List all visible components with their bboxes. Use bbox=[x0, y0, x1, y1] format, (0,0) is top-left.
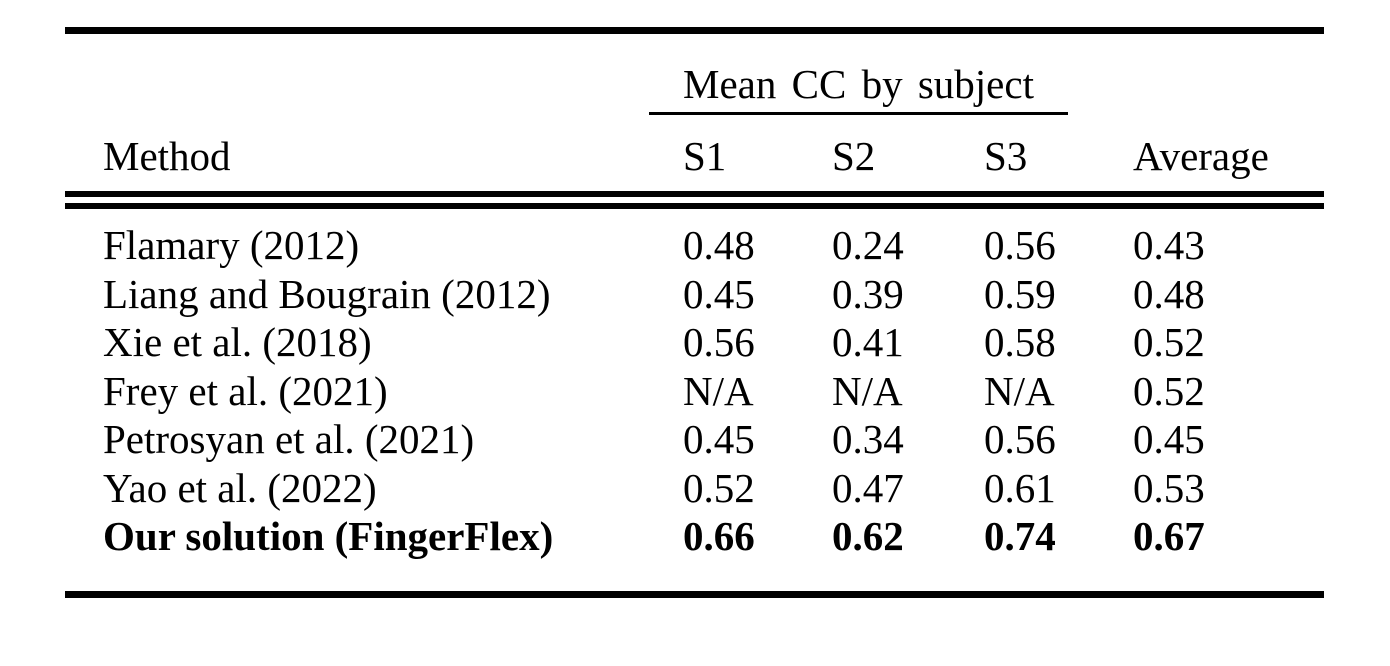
s2-cell: 0.41 bbox=[832, 319, 904, 365]
s3-cell: 0.56 bbox=[984, 416, 1056, 462]
s1-cell: 0.48 bbox=[683, 222, 755, 268]
method-cell: Frey et al. (2021) bbox=[103, 367, 388, 414]
average-cell: 0.52 bbox=[1133, 367, 1205, 414]
s2-cell: 0.24 bbox=[832, 222, 904, 268]
table-bottom-rule bbox=[65, 591, 1324, 598]
table-top-rule bbox=[65, 27, 1324, 34]
s1-cell: 0.56 bbox=[683, 319, 755, 365]
col-header-method: Method bbox=[103, 133, 231, 179]
s2-cell: 0.39 bbox=[832, 270, 904, 317]
method-cell: Our solution (FingerFlex) bbox=[103, 513, 554, 559]
s3-cell: 0.61 bbox=[984, 464, 1056, 511]
s1-cell: 0.45 bbox=[683, 416, 755, 462]
table-row: Frey et al. (2021) N/A N/A N/A 0.52 bbox=[65, 367, 1324, 416]
table-row: Xie et al. (2018) 0.56 0.41 0.58 0.52 bbox=[65, 318, 1324, 367]
average-cell: 0.53 bbox=[1133, 464, 1205, 511]
span-header-underline-rule bbox=[649, 112, 1068, 115]
table-body: Flamary (2012) 0.48 0.24 0.56 0.43 Liang… bbox=[65, 221, 1324, 561]
method-cell: Yao et al. (2022) bbox=[103, 464, 377, 511]
table-row: Yao et al. (2022) 0.52 0.47 0.61 0.53 bbox=[65, 464, 1324, 513]
average-cell: 0.52 bbox=[1133, 319, 1205, 365]
method-cell: Flamary (2012) bbox=[103, 222, 360, 268]
s1-cell: N/A bbox=[683, 367, 754, 414]
s2-cell: 0.47 bbox=[832, 464, 904, 511]
average-cell: 0.67 bbox=[1133, 513, 1205, 559]
s3-cell: 0.58 bbox=[984, 319, 1056, 365]
table-row: Flamary (2012) 0.48 0.24 0.56 0.43 bbox=[65, 221, 1324, 270]
results-table: Mean CC by subject Method S1 S2 S3 Avera… bbox=[65, 0, 1324, 666]
s1-cell: 0.52 bbox=[683, 464, 755, 511]
s2-cell: N/A bbox=[832, 367, 903, 414]
col-header-s3: S3 bbox=[984, 133, 1028, 179]
table-double-rule-lower bbox=[65, 203, 1324, 209]
s3-cell: N/A bbox=[984, 367, 1055, 414]
method-cell: Liang and Bougrain (2012) bbox=[103, 270, 551, 317]
table-header-row: Method S1 S2 S3 Average bbox=[65, 132, 1324, 181]
s2-cell: 0.62 bbox=[832, 513, 904, 559]
s1-cell: 0.66 bbox=[683, 513, 755, 559]
col-header-s1: S1 bbox=[683, 133, 727, 179]
table-row-our-solution: Our solution (FingerFlex) 0.66 0.62 0.74… bbox=[65, 512, 1324, 561]
s3-cell: 0.59 bbox=[984, 270, 1056, 317]
col-header-average: Average bbox=[1133, 133, 1269, 179]
table-row: Petrosyan et al. (2021) 0.45 0.34 0.56 0… bbox=[65, 415, 1324, 464]
average-cell: 0.43 bbox=[1133, 222, 1205, 268]
table-row: Liang and Bougrain (2012) 0.45 0.39 0.59… bbox=[65, 270, 1324, 319]
method-cell: Petrosyan et al. (2021) bbox=[103, 416, 475, 462]
s3-cell: 0.74 bbox=[984, 513, 1056, 559]
s1-cell: 0.45 bbox=[683, 270, 755, 317]
col-header-s2: S2 bbox=[832, 133, 876, 179]
average-cell: 0.48 bbox=[1133, 270, 1205, 317]
s3-cell: 0.56 bbox=[984, 222, 1056, 268]
s2-cell: 0.34 bbox=[832, 416, 904, 462]
table-double-rule-upper bbox=[65, 191, 1324, 197]
average-cell: 0.45 bbox=[1133, 416, 1205, 462]
span-header-mean-cc-by-subject: Mean CC by subject bbox=[683, 61, 1034, 107]
method-cell: Xie et al. (2018) bbox=[103, 319, 372, 365]
